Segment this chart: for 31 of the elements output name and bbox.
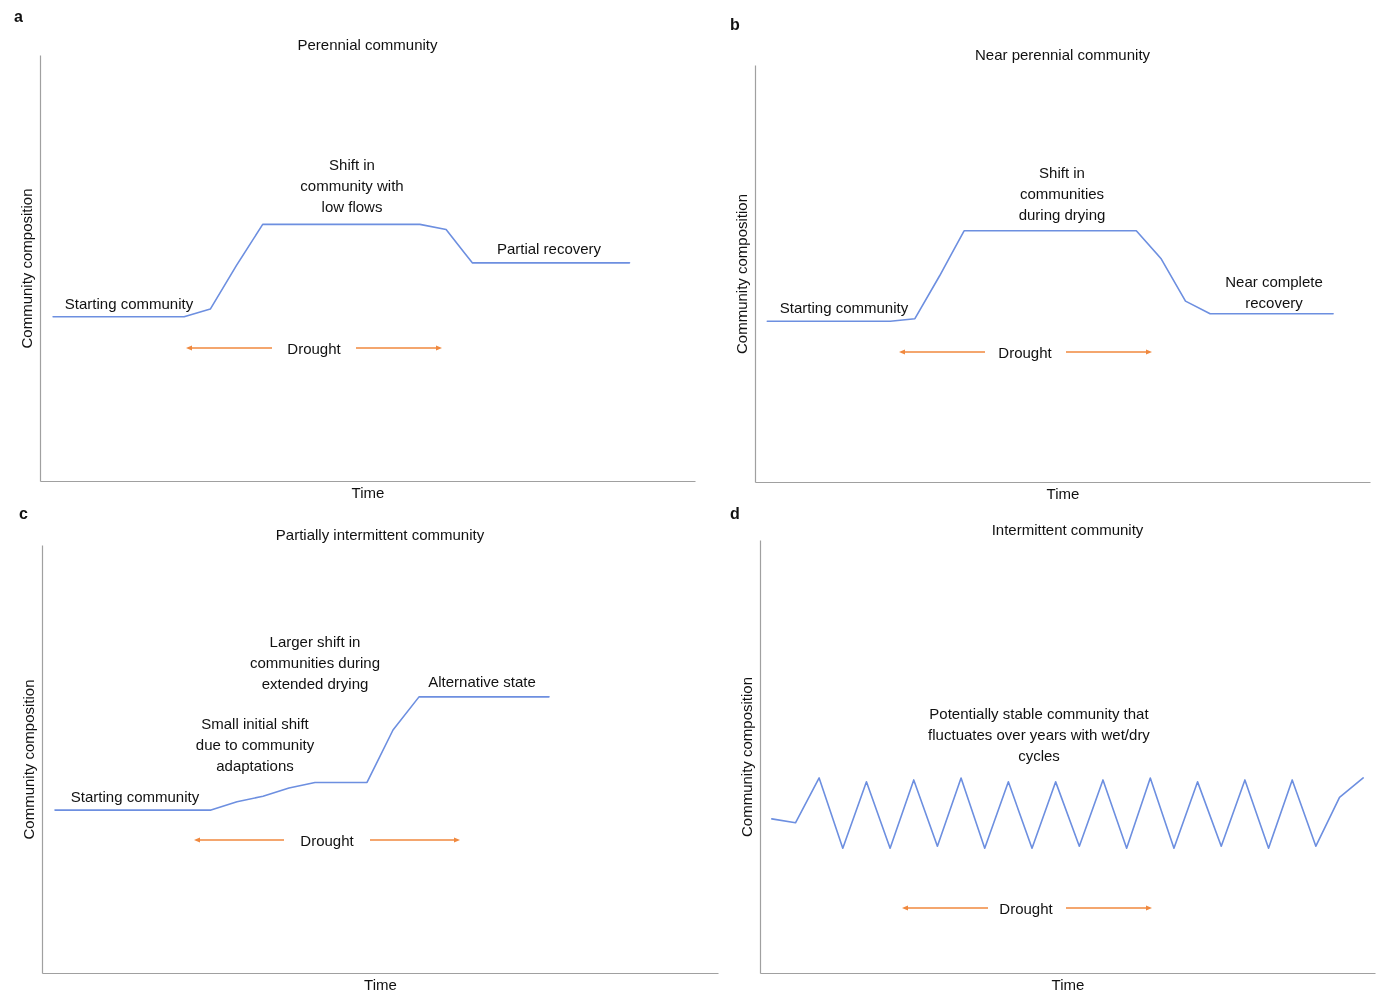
annotation: Drought: [287, 338, 341, 359]
text: Alternative state: [428, 671, 536, 692]
annotation: Drought: [998, 342, 1052, 363]
text: Shift in community with low flows: [300, 154, 404, 217]
chart-title: Partially intermittent community: [275, 526, 485, 543]
x-axis-title: Time: [1046, 484, 1080, 502]
x-axis-title: Time: [351, 483, 385, 501]
text: b: [730, 16, 740, 34]
y-axis-title: Community composition: [732, 193, 750, 355]
annotation: Starting community: [779, 297, 909, 318]
y-axis-title: Community composition: [737, 676, 755, 838]
text: Potentially stable community that fluctuates over years with wet/dry cycles: [928, 703, 1150, 766]
chart-title: Perennial community: [297, 36, 439, 53]
annotation: Partial recovery: [496, 238, 602, 259]
x-axis-title: Time: [364, 975, 397, 993]
annotation: Drought: [999, 898, 1053, 919]
y-axis-title: Community composition: [17, 188, 35, 349]
text: d: [730, 505, 740, 523]
text: a: [14, 8, 23, 26]
text: c: [19, 505, 28, 523]
chart-title: Near perennial community: [974, 46, 1151, 63]
text: Shift in communities during drying: [1018, 162, 1106, 225]
annotation: Near complete recovery: [1225, 272, 1323, 313]
chart-title: Intermittent community: [991, 521, 1144, 538]
annotation: Drought: [300, 830, 354, 851]
y-axis-title: Community composition: [19, 679, 37, 840]
text: Larger shift in communities during extended drying: [249, 631, 381, 694]
x-axis-title: Time: [1051, 975, 1085, 993]
annotation: Starting community: [64, 293, 194, 314]
annotation: Starting community: [70, 786, 200, 807]
annotation: Small initial shift due to community adaptations: [195, 713, 315, 776]
